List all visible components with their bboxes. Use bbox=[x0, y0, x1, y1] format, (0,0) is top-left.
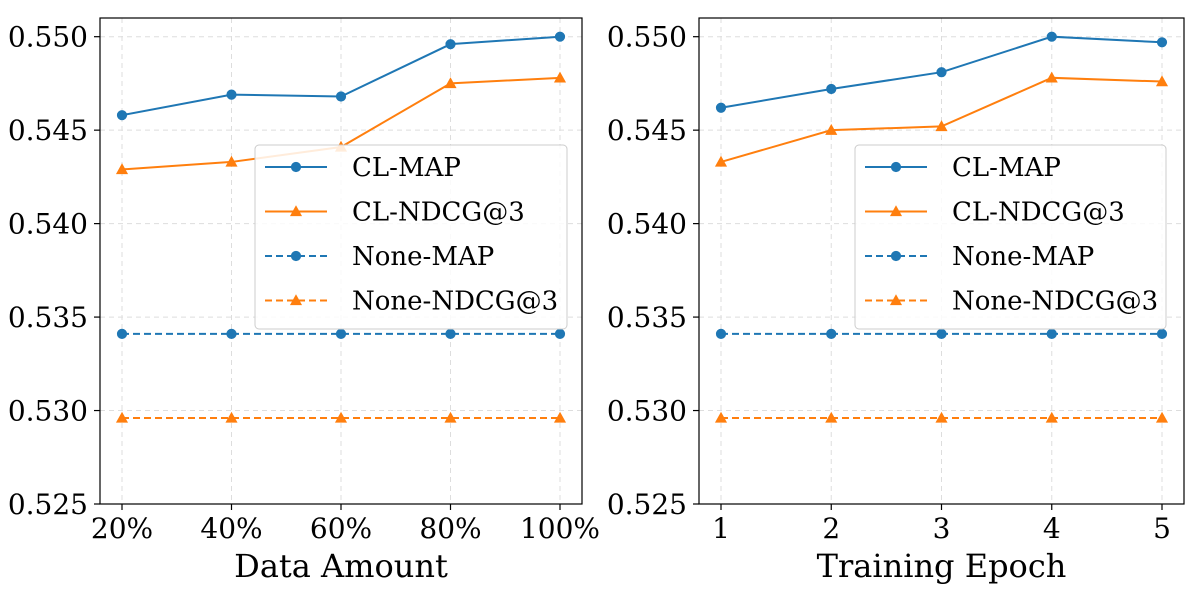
legend-label-cl-ndcg-3: CL-NDCG@3 bbox=[952, 198, 1125, 228]
data-point-cl-map bbox=[715, 102, 727, 113]
y-tick-label: 0.525 bbox=[8, 488, 88, 521]
legend-label-cl-ndcg-3: CL-NDCG@3 bbox=[352, 198, 525, 228]
legend-label-cl-map: CL-MAP bbox=[952, 153, 1061, 183]
legend-label-none-map: None-MAP bbox=[952, 242, 1094, 272]
data-point-cl-ndcg-3 bbox=[935, 120, 948, 132]
legend-label-none-ndcg-3: None-NDCG@3 bbox=[352, 287, 558, 317]
data-point-none-map bbox=[554, 328, 566, 339]
y-tick-label: 0.550 bbox=[607, 21, 687, 54]
x-tick-label: 1 bbox=[712, 512, 730, 545]
data-point-cl-ndcg-3 bbox=[115, 163, 129, 175]
x-tick-label: 5 bbox=[1153, 512, 1171, 545]
legend-items: CL-MAP CL-NDCG@3 None-MAP None-NDCG@3 bbox=[865, 153, 1158, 317]
data-point-none-map bbox=[226, 328, 237, 339]
legend-label-none-ndcg-3: None-NDCG@3 bbox=[952, 287, 1158, 317]
x-tick-label: 80% bbox=[419, 512, 481, 545]
y-tick-label: 0.535 bbox=[607, 301, 687, 334]
data-point-none-ndcg-3 bbox=[553, 411, 567, 423]
x-tick-label: 4 bbox=[1043, 512, 1061, 545]
x-axis-label: Data Amount bbox=[234, 547, 448, 585]
legend-label-cl-map: CL-MAP bbox=[352, 153, 461, 183]
legend-marker-none-map bbox=[890, 250, 902, 262]
data-point-cl-ndcg-3 bbox=[444, 77, 457, 89]
legend-marker-cl-ndcg-3 bbox=[889, 205, 903, 217]
chart-panel-training-epoch: 0.525 0.530 0.535 0.540 0.545 0.550 1 2 3 4 5 Tra… bbox=[607, 17, 1185, 585]
legend: CL-MAP CL-NDCG@3 None-MAP None-NDCG@3 bbox=[254, 144, 568, 330]
data-point-none-ndcg-3 bbox=[714, 411, 728, 423]
y-tick-label: 0.540 bbox=[8, 208, 88, 241]
data-point-none-ndcg-3 bbox=[444, 411, 457, 423]
legend-marker-none-ndcg-3 bbox=[289, 294, 303, 306]
data-point-cl-map bbox=[226, 89, 237, 100]
legend-marker-cl-map bbox=[890, 161, 902, 173]
data-point-none-ndcg-3 bbox=[225, 411, 238, 423]
data-point-cl-ndcg-3 bbox=[825, 123, 838, 135]
data-point-cl-map bbox=[116, 110, 128, 121]
legend-label-none-map: None-MAP bbox=[352, 242, 494, 272]
data-point-cl-map bbox=[826, 83, 837, 95]
chart-panel-data-amount: 0.525 0.530 0.535 0.540 0.545 0.550 20% 40% 60%… bbox=[8, 17, 600, 585]
y-axis-ticks: 0.525 0.530 0.535 0.540 0.545 0.550 bbox=[607, 21, 699, 521]
y-tick-label: 0.530 bbox=[607, 395, 687, 428]
data-point-cl-ndcg-3 bbox=[553, 71, 567, 83]
data-point-none-ndcg-3 bbox=[935, 411, 948, 423]
data-point-none-ndcg-3 bbox=[334, 411, 348, 423]
x-tick-label: 40% bbox=[200, 512, 262, 545]
data-point-cl-map bbox=[1046, 31, 1057, 42]
data-point-cl-ndcg-3 bbox=[225, 155, 238, 167]
x-tick-label: 100% bbox=[520, 512, 600, 545]
data-point-none-ndcg-3 bbox=[1045, 411, 1058, 423]
y-axis-ticks: 0.525 0.530 0.535 0.540 0.545 0.550 bbox=[8, 21, 100, 521]
data-point-cl-map bbox=[554, 31, 566, 42]
legend-marker-none-map bbox=[290, 250, 302, 262]
legend-marker-none-ndcg-3 bbox=[889, 294, 903, 306]
y-tick-label: 0.530 bbox=[8, 395, 88, 428]
data-point-cl-ndcg-3 bbox=[1045, 71, 1058, 83]
y-tick-label: 0.545 bbox=[607, 114, 687, 147]
data-point-none-map bbox=[1156, 328, 1168, 339]
data-point-none-map bbox=[715, 328, 727, 339]
data-point-cl-map bbox=[335, 91, 347, 102]
x-axis-ticks: 1 2 3 4 5 bbox=[712, 504, 1171, 545]
data-point-cl-ndcg-3 bbox=[1155, 75, 1169, 87]
data-point-none-map bbox=[1046, 328, 1057, 339]
legend-box bbox=[254, 144, 568, 330]
y-tick-label: 0.525 bbox=[607, 488, 687, 521]
y-tick-label: 0.540 bbox=[607, 208, 687, 241]
legend: CL-MAP CL-NDCG@3 None-MAP None-NDCG@3 bbox=[854, 144, 1167, 330]
data-point-none-map bbox=[335, 328, 347, 339]
data-point-none-map bbox=[826, 328, 837, 339]
legend-items: CL-MAP CL-NDCG@3 None-MAP None-NDCG@3 bbox=[265, 153, 558, 317]
y-tick-label: 0.535 bbox=[8, 301, 88, 334]
data-point-cl-ndcg-3 bbox=[714, 155, 728, 167]
data-point-none-ndcg-3 bbox=[825, 411, 838, 423]
data-point-cl-map bbox=[445, 39, 456, 50]
data-point-cl-map bbox=[936, 67, 947, 78]
data-point-none-ndcg-3 bbox=[115, 411, 129, 423]
data-point-none-map bbox=[445, 328, 456, 339]
y-tick-label: 0.545 bbox=[8, 114, 88, 147]
data-point-none-map bbox=[116, 328, 128, 339]
x-tick-label: 3 bbox=[933, 512, 951, 545]
legend-marker-cl-ndcg-3 bbox=[289, 205, 303, 217]
x-axis-label: Training Epoch bbox=[817, 547, 1067, 585]
x-tick-label: 2 bbox=[822, 512, 840, 545]
y-tick-label: 0.550 bbox=[8, 21, 88, 54]
x-tick-label: 20% bbox=[91, 512, 153, 545]
x-tick-label: 60% bbox=[310, 512, 372, 545]
legend-marker-cl-map bbox=[290, 161, 302, 173]
legend-box bbox=[854, 144, 1167, 330]
data-point-cl-map bbox=[1156, 37, 1168, 48]
data-point-none-ndcg-3 bbox=[1155, 411, 1169, 423]
x-axis-ticks: 20% 40% 60% 80% 100% bbox=[91, 504, 600, 545]
data-point-none-map bbox=[936, 328, 947, 339]
